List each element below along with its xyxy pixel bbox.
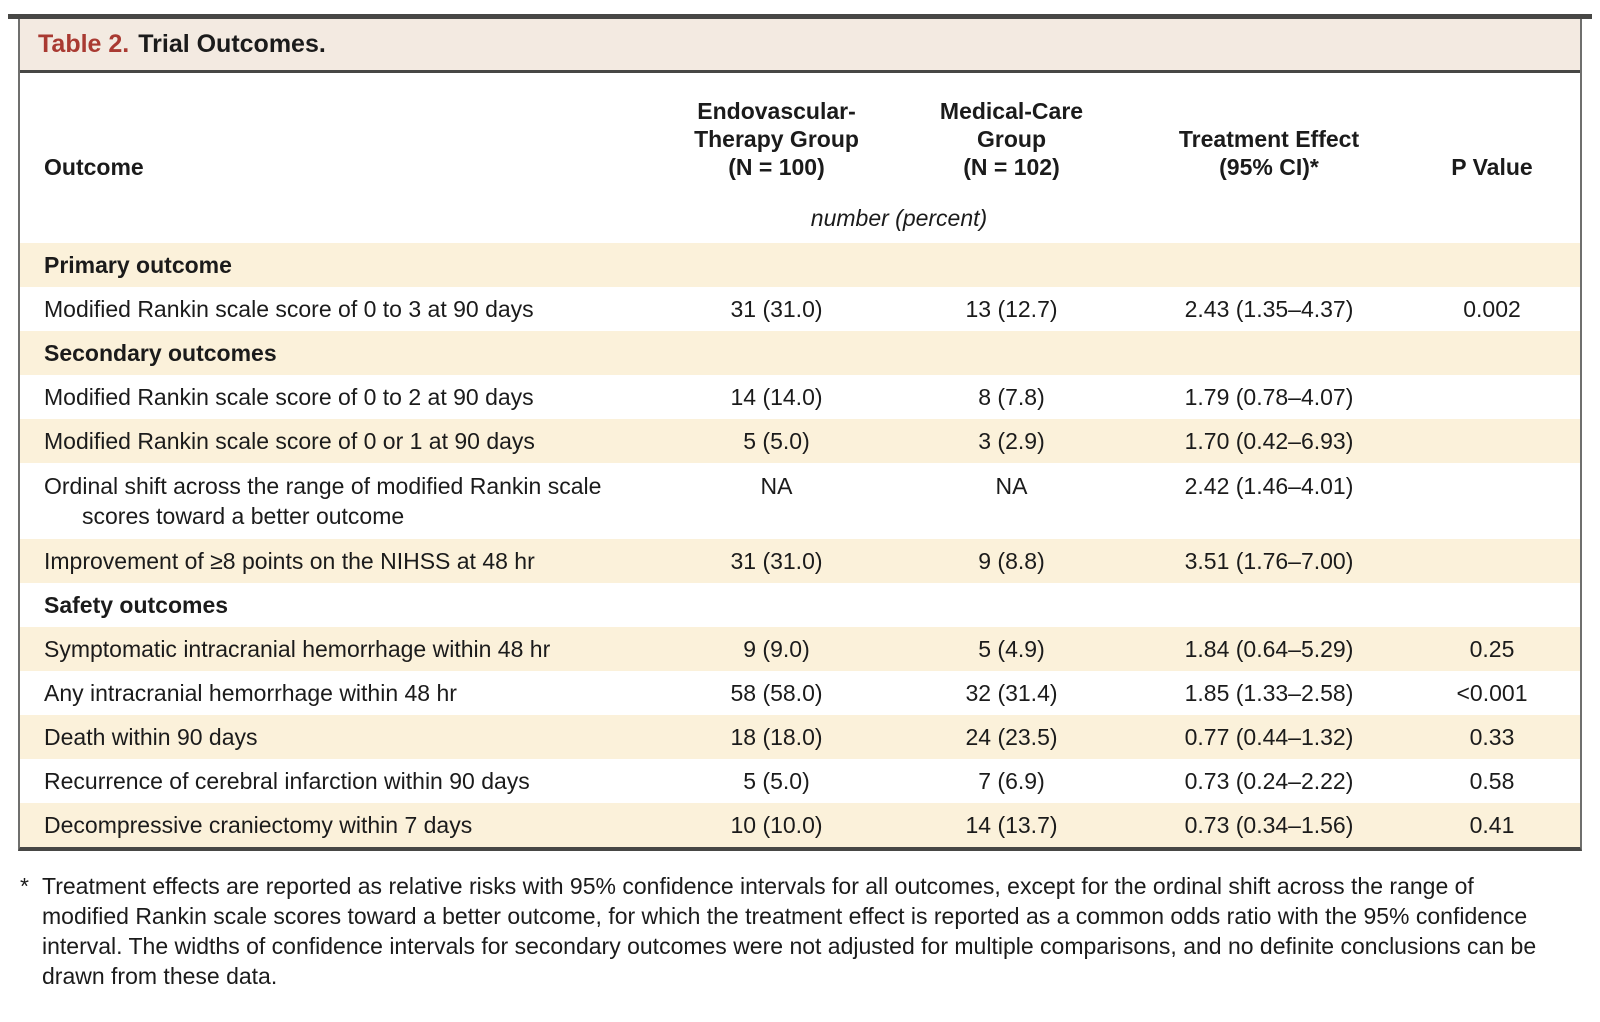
p-value: 0.58 [1469,767,1515,794]
footnote-marker: * [20,873,29,899]
endovascular-value: 18 (18.0) [730,723,823,750]
treatment-effect-value: 1.79 (0.78–4.07) [1184,383,1354,410]
column-header-outcome: Outcome [44,154,144,180]
table-title-band: Table 2. Trial Outcomes. [20,19,1580,73]
endovascular-value: NA [760,473,793,499]
endovascular-value: 5 (5.0) [743,427,810,454]
treatment-effect-value: 3.51 (1.76–7.00) [1184,547,1354,574]
endovascular-value: 9 (9.0) [743,635,810,662]
p-value: 0.002 [1463,295,1521,322]
treatment-effect-value: 1.84 (0.64–5.29) [1184,635,1354,662]
trial-outcomes-table: Table 2. Trial Outcomes. Outcome Endovas… [18,19,1582,851]
section-row-primary-outcome: Primary outcome [20,243,1580,287]
table-footnote: * Treatment effects are reported as rela… [20,871,1550,991]
section-row-safety-outcomes: Safety outcomes [20,583,1580,627]
footnote-text: Treatment effects are reported as relati… [42,873,1537,989]
page-top-rule [8,14,1592,19]
outcome-cell: Symptomatic intracranial hemorrhage with… [44,635,551,662]
medical-value: 9 (8.8) [978,547,1045,574]
table-row: Any intracranial hemorrhage within 48 hr… [20,671,1580,715]
section-label: Safety outcomes [44,591,229,618]
p-value: 0.25 [1469,635,1515,662]
medical-value: 3 (2.9) [978,427,1045,454]
column-header-row: Outcome Endovascular- Therapy Group (N =… [20,73,1580,193]
column-header-endovascular-group: Endovascular- Therapy Group (N = 100) [694,98,859,180]
p-value: 0.33 [1469,723,1515,750]
medical-value: 8 (7.8) [978,383,1045,410]
column-header-p-value: P Value [1451,154,1533,180]
outcome-cell: Death within 90 days [44,723,258,750]
medical-value: 13 (12.7) [965,295,1058,322]
medical-value: NA [995,473,1028,499]
treatment-effect-value: 2.43 (1.35–4.37) [1184,295,1354,322]
column-header-medical-group: Medical-Care Group (N = 102) [939,98,1084,180]
treatment-effect-value: 1.70 (0.42–6.93) [1184,427,1354,454]
table-row: Modified Rankin scale score of 0 to 3 at… [20,287,1580,331]
section-row-secondary-outcomes: Secondary outcomes [20,331,1580,375]
section-label: Primary outcome [44,251,232,278]
table-row: Decompressive craniectomy within 7 days … [20,803,1580,847]
table-row: Modified Rankin scale score of 0 to 2 at… [20,375,1580,419]
medical-value: 14 (13.7) [965,811,1058,838]
treatment-effect-value: 0.73 (0.24–2.22) [1184,767,1354,794]
endovascular-value: 31 (31.0) [730,547,823,574]
treatment-effect-value: 0.77 (0.44–1.32) [1184,723,1354,750]
table-number-label: Table 2. [38,30,130,58]
outcome-cell: Ordinal shift across the range of modifi… [44,471,664,531]
p-value: <0.001 [1456,679,1528,706]
endovascular-value: 58 (58.0) [730,679,823,706]
medical-value: 24 (23.5) [965,723,1058,750]
outcome-cell: Modified Rankin scale score of 0 or 1 at… [44,427,535,454]
outcome-line-2: scores toward a better outcome [82,503,405,529]
section-label: Secondary outcomes [44,339,277,366]
outcome-line-1: Ordinal shift across the range of modifi… [44,473,602,499]
table-row: Ordinal shift across the range of modifi… [20,463,1580,539]
treatment-effect-value: 2.42 (1.46–4.01) [1184,473,1354,499]
outcome-cell: Improvement of ≥8 points on the NIHSS at… [44,547,535,574]
table-row: Improvement of ≥8 points on the NIHSS at… [20,539,1580,583]
outcome-cell: Recurrence of cerebral infarction within… [44,767,530,794]
endovascular-value: 10 (10.0) [730,811,823,838]
endovascular-value: 31 (31.0) [730,295,823,322]
outcome-cell: Modified Rankin scale score of 0 to 2 at… [44,383,534,410]
endovascular-value: 14 (14.0) [730,383,823,410]
medical-value: 5 (4.9) [978,635,1045,662]
units-row: number (percent) [20,193,1580,243]
endovascular-value: 5 (5.0) [743,767,810,794]
table-row: Symptomatic intracranial hemorrhage with… [20,627,1580,671]
treatment-effect-value: 0.73 (0.34–1.56) [1184,811,1354,838]
outcome-cell: Modified Rankin scale score of 0 to 3 at… [44,295,534,322]
p-value: 0.41 [1469,811,1515,838]
table-title: Trial Outcomes. [138,30,326,58]
medical-value: 32 (31.4) [965,679,1058,706]
outcome-cell: Decompressive craniectomy within 7 days [44,811,473,838]
table-row: Recurrence of cerebral infarction within… [20,759,1580,803]
treatment-effect-value: 1.85 (1.33–2.58) [1184,679,1354,706]
medical-value: 7 (6.9) [978,767,1045,794]
table-row: Death within 90 days 18 (18.0) 24 (23.5)… [20,715,1580,759]
outcome-cell: Any intracranial hemorrhage within 48 hr [44,679,457,706]
column-header-treatment-effect: Treatment Effect (95% CI)* [1178,126,1360,180]
units-note: number (percent) [810,204,988,231]
table-row: Modified Rankin scale score of 0 or 1 at… [20,419,1580,463]
